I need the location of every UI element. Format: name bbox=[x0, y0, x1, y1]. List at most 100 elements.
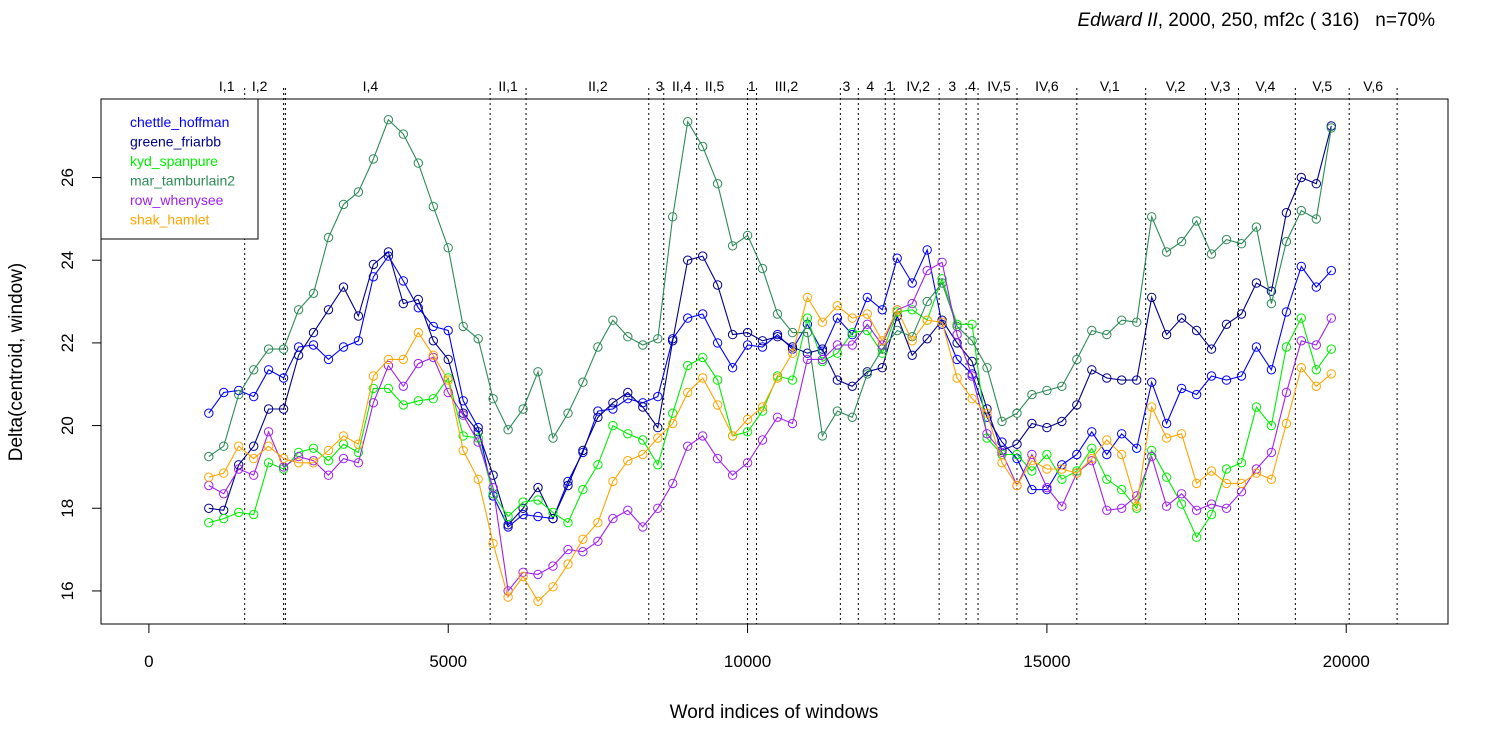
data-point bbox=[308, 458, 319, 468]
data-point bbox=[1311, 214, 1322, 224]
data-point bbox=[937, 317, 947, 327]
data-point bbox=[1147, 377, 1157, 387]
data-point bbox=[263, 344, 274, 354]
data-point bbox=[967, 336, 977, 346]
data-point bbox=[368, 154, 379, 164]
data-point bbox=[308, 340, 319, 350]
act-label: V,2 bbox=[1166, 78, 1186, 94]
act-label: V,3 bbox=[1211, 78, 1231, 94]
data-point bbox=[308, 288, 319, 298]
data-point bbox=[1027, 466, 1037, 476]
data-point bbox=[982, 429, 992, 439]
data-point bbox=[727, 431, 738, 441]
data-point bbox=[1117, 449, 1127, 460]
data-point bbox=[263, 427, 274, 437]
data-point bbox=[308, 327, 319, 338]
data-point bbox=[668, 408, 678, 418]
act-label: I,4 bbox=[363, 78, 379, 94]
act-label: II,1 bbox=[498, 78, 518, 94]
x-axis-label: Word indices of windows bbox=[670, 702, 879, 723]
data-point bbox=[443, 243, 453, 253]
data-point bbox=[787, 375, 798, 385]
data-point bbox=[1281, 387, 1292, 398]
data-point bbox=[398, 298, 408, 309]
data-point bbox=[862, 309, 872, 319]
data-point bbox=[623, 387, 633, 398]
data-point bbox=[1072, 400, 1082, 410]
data-point bbox=[428, 394, 438, 404]
data-point bbox=[638, 522, 648, 532]
data-point bbox=[458, 396, 468, 406]
act-label: 3 bbox=[948, 78, 956, 94]
data-point bbox=[1326, 265, 1337, 276]
data-point bbox=[1132, 317, 1142, 327]
data-point bbox=[413, 327, 423, 338]
data-point bbox=[1191, 325, 1202, 336]
data-point bbox=[548, 582, 558, 592]
data-point bbox=[1266, 286, 1277, 296]
data-point bbox=[847, 381, 857, 391]
data-point bbox=[922, 296, 932, 307]
series-line bbox=[208, 261, 1332, 593]
data-point bbox=[1147, 292, 1157, 303]
data-point bbox=[623, 456, 633, 466]
data-point bbox=[518, 497, 528, 507]
data-point bbox=[353, 439, 364, 449]
data-point bbox=[1206, 344, 1217, 354]
data-point bbox=[668, 478, 678, 489]
data-point bbox=[772, 412, 783, 422]
data-point bbox=[862, 319, 872, 329]
data-point bbox=[249, 391, 259, 402]
data-point bbox=[413, 358, 423, 369]
data-point bbox=[832, 340, 843, 350]
data-point bbox=[1072, 449, 1082, 460]
data-point bbox=[742, 427, 753, 437]
data-point bbox=[952, 373, 962, 383]
data-point bbox=[1251, 468, 1262, 478]
data-point bbox=[1221, 319, 1232, 329]
data-point bbox=[458, 410, 468, 420]
data-point bbox=[683, 255, 693, 265]
data-point bbox=[1251, 278, 1262, 288]
data-point bbox=[398, 381, 408, 391]
data-point bbox=[383, 247, 394, 257]
data-point bbox=[293, 305, 304, 315]
data-point bbox=[892, 305, 902, 315]
data-point bbox=[1296, 261, 1307, 272]
data-point bbox=[742, 414, 753, 425]
data-point bbox=[204, 472, 214, 482]
data-point bbox=[293, 451, 304, 462]
data-point bbox=[278, 344, 289, 354]
act-label: I,1 bbox=[219, 78, 235, 94]
data-point bbox=[653, 503, 663, 513]
data-point bbox=[578, 534, 588, 544]
data-point bbox=[787, 418, 798, 429]
data-point bbox=[1102, 449, 1112, 460]
data-point bbox=[892, 253, 902, 263]
data-point bbox=[772, 373, 783, 383]
data-point bbox=[219, 468, 229, 478]
data-point bbox=[593, 536, 603, 546]
data-point bbox=[443, 375, 453, 385]
data-point bbox=[548, 513, 558, 524]
data-point bbox=[1236, 458, 1247, 468]
data-point bbox=[473, 437, 483, 447]
data-point bbox=[608, 398, 618, 408]
data-point bbox=[533, 596, 543, 606]
data-point bbox=[922, 245, 932, 255]
data-point bbox=[428, 336, 438, 346]
data-point bbox=[907, 298, 917, 309]
data-point bbox=[1191, 389, 1202, 400]
data-point bbox=[473, 474, 483, 484]
data-point bbox=[383, 115, 394, 125]
data-point bbox=[1176, 499, 1187, 509]
data-point bbox=[922, 265, 932, 276]
data-point bbox=[1191, 478, 1202, 489]
chart-title-rest: , 2000, 250, mf2c ( 316) n=70% bbox=[1158, 10, 1435, 31]
data-point bbox=[1161, 329, 1172, 340]
x-axis: 0 5000 10000 15000 20000 bbox=[144, 623, 1370, 671]
y-tick-label: 16 bbox=[58, 581, 77, 600]
data-point bbox=[683, 117, 693, 127]
data-point bbox=[1117, 375, 1127, 385]
data-point bbox=[967, 319, 977, 329]
